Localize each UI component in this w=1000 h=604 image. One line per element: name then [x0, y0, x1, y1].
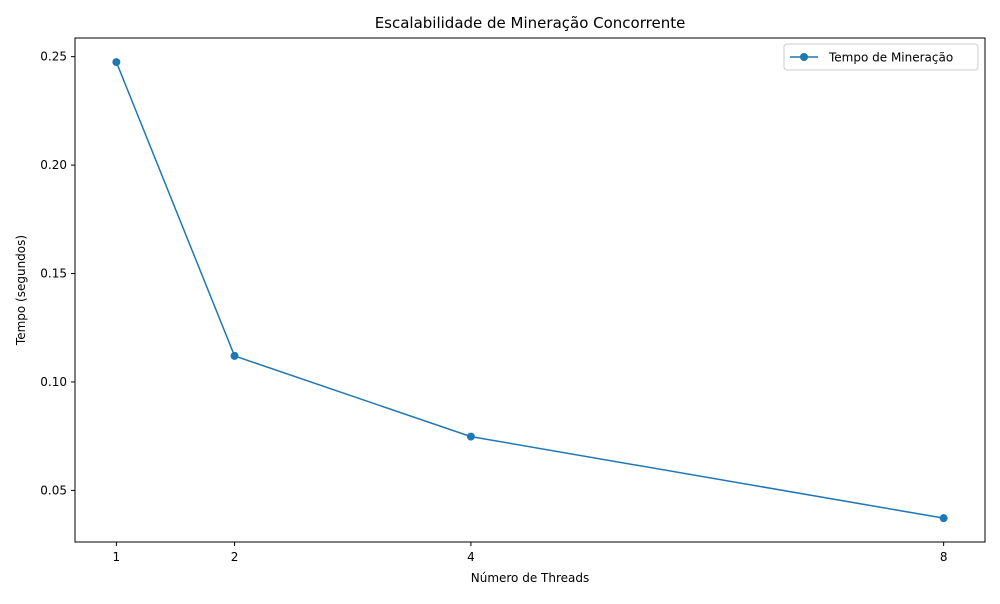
y-axis-label: Tempo (segundos) — [14, 235, 28, 346]
x-tick-label: 4 — [467, 550, 475, 564]
y-tick-label: 0.25 — [40, 50, 67, 64]
y-tick-label: 0.05 — [40, 483, 67, 497]
x-tick-label: 8 — [940, 550, 948, 564]
axes: 1 2 4 8 0.05 0.10 0.15 0.20 0.25 — [40, 37, 986, 564]
plot-frame — [74, 37, 986, 543]
y-tick-label: 0.15 — [40, 267, 67, 281]
chart-title: Escalabilidade de Mineração Concorrente — [375, 14, 686, 32]
y-tick-label: 0.20 — [40, 158, 67, 172]
data-point — [230, 351, 239, 360]
series-group — [112, 58, 948, 523]
legend-label: Tempo de Mineração — [828, 51, 953, 65]
y-tick-label: 0.10 — [40, 375, 67, 389]
x-axis-label: Número de Threads — [471, 571, 590, 585]
data-point — [466, 432, 475, 441]
legend-box — [783, 43, 979, 71]
data-point — [112, 58, 121, 67]
x-tick-label: 1 — [113, 550, 121, 564]
x-tick-label: 2 — [231, 550, 239, 564]
data-point — [939, 514, 948, 523]
legend-marker — [800, 53, 808, 61]
legend: Tempo de Mineração — [783, 43, 979, 71]
series-line — [115, 61, 944, 519]
